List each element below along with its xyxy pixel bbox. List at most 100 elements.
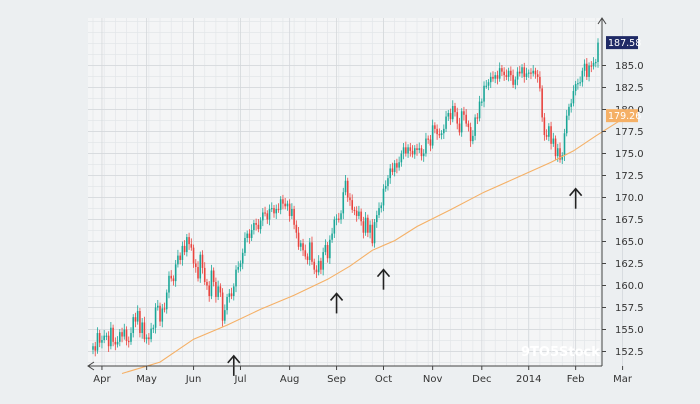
candle-body-up: [226, 296, 228, 311]
candle-body-down: [255, 223, 257, 225]
candle: [362, 216, 365, 239]
candle-body-up: [92, 346, 94, 350]
candle-body-down: [313, 261, 316, 270]
candle: [568, 103, 570, 121]
candle: [407, 144, 409, 158]
candle-body-up: [152, 327, 155, 329]
candle: [221, 288, 224, 327]
candle: [154, 303, 157, 334]
candle-body-down: [337, 218, 340, 220]
candle-body-up: [494, 75, 497, 79]
candle: [588, 62, 590, 82]
price-labels: 187.58 179.26: [606, 36, 641, 123]
candle: [527, 69, 530, 78]
candle-body-up: [431, 125, 434, 146]
candle-body-up: [161, 308, 164, 322]
candle: [400, 150, 403, 167]
candle-body-up: [344, 180, 347, 193]
candle: [199, 251, 202, 283]
candle: [132, 314, 135, 338]
candle-body-down: [454, 105, 456, 113]
candle: [308, 237, 311, 266]
candle: [581, 67, 584, 87]
candle: [340, 210, 342, 224]
x-tick-label: Dec: [472, 374, 491, 385]
candle: [514, 76, 517, 90]
candle: [127, 336, 130, 348]
candle: [324, 239, 327, 256]
candle: [98, 329, 101, 348]
candle-body-up: [375, 215, 378, 223]
y-tick-label: 185.0: [615, 61, 644, 72]
candle: [226, 293, 228, 315]
candle: [358, 205, 360, 220]
candle-body-up: [150, 328, 152, 340]
candle-body-up: [268, 208, 271, 220]
candle: [512, 69, 514, 88]
candle-body-up: [498, 68, 501, 79]
candle: [288, 199, 291, 222]
candle-body-down: [288, 203, 291, 216]
candle: [434, 122, 436, 134]
candle-body-down: [219, 286, 222, 293]
candle: [186, 234, 188, 257]
candle-body-up: [592, 62, 595, 67]
candle-body-down: [190, 244, 193, 248]
candle: [594, 58, 597, 68]
candle: [360, 208, 362, 226]
candle-body-up: [331, 233, 333, 240]
candle-body-down: [534, 70, 537, 75]
y-axis-arrow: [597, 17, 607, 25]
candle: [427, 135, 429, 144]
arrow-up-icon: [329, 292, 344, 314]
candle-body-down: [505, 75, 508, 77]
candle-body-down: [125, 329, 128, 341]
candle-body-down: [492, 76, 494, 79]
candle: [387, 175, 389, 191]
moving-average-badge: [606, 109, 638, 123]
candle: [413, 145, 416, 159]
candle-body-up: [472, 135, 474, 142]
candle-body-up: [532, 70, 534, 74]
candle: [579, 76, 581, 87]
candle-body-down: [559, 148, 561, 160]
candle: [396, 158, 398, 174]
watermark: 9TO5Stock: [521, 345, 600, 360]
candle: [246, 230, 248, 243]
candle: [262, 208, 264, 227]
candle: [172, 275, 175, 286]
candle: [342, 187, 345, 220]
candle-body-down: [326, 245, 329, 259]
candle-body-down: [438, 134, 441, 136]
candle-body-down: [203, 267, 206, 282]
candle: [438, 128, 441, 139]
candle-body-down: [416, 148, 418, 150]
candle-body-down: [121, 332, 123, 337]
candle-body-up: [563, 133, 566, 156]
candle-body-down: [148, 337, 150, 340]
candle: [282, 194, 284, 210]
candle-body-up: [174, 264, 177, 282]
candle: [574, 80, 577, 96]
candle: [351, 194, 354, 213]
candle: [96, 327, 99, 354]
candle: [297, 226, 300, 250]
candle: [492, 71, 494, 82]
candle-body-down: [311, 242, 313, 262]
candle-body-down: [159, 305, 161, 322]
candle: [429, 135, 432, 152]
x-tick-label: May: [136, 374, 157, 385]
candle: [326, 241, 329, 263]
candle: [498, 62, 501, 82]
candle-body-down: [360, 211, 362, 222]
y-tick-label: 167.5: [615, 215, 644, 226]
candle-body-up: [270, 208, 273, 210]
candle-body-up: [422, 153, 425, 157]
candle: [239, 260, 242, 272]
candle-body-down: [396, 163, 398, 168]
candle-body-down: [320, 260, 322, 270]
candle: [161, 303, 164, 328]
candle: [250, 224, 253, 242]
candle-body-up: [324, 245, 327, 253]
candle-body-up: [407, 147, 409, 154]
